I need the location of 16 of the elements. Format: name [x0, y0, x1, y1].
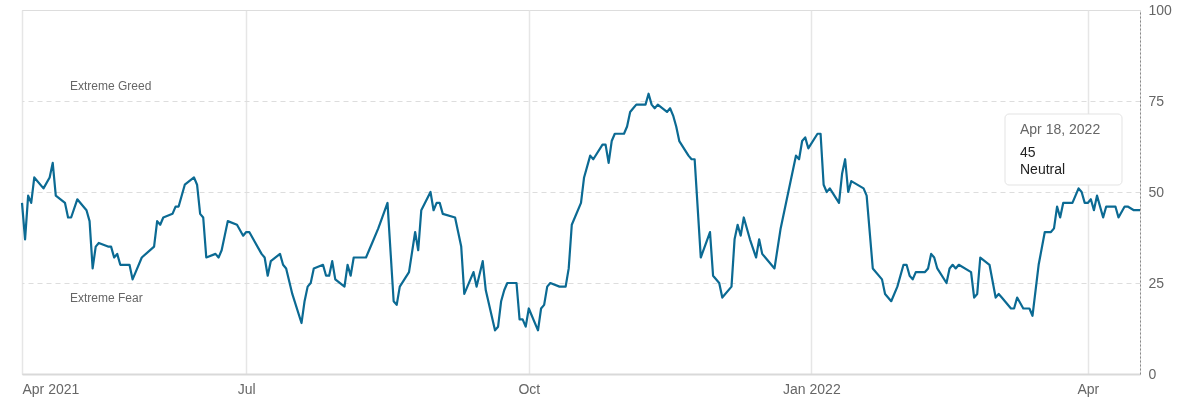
line-series — [20, 92, 1142, 332]
x-tick-label: Oct — [518, 380, 541, 397]
x-tick-label: Jan 2022 — [783, 380, 841, 397]
y-tick-label: 100 — [1148, 1, 1173, 18]
x-tick-label: Apr 2021 — [22, 380, 80, 397]
annotation: Extreme Fear — [70, 291, 143, 305]
annotation: 45 — [1020, 144, 1036, 160]
x-tick-label: Jul — [237, 380, 256, 397]
y-tick-label: 75 — [1148, 92, 1165, 109]
annotation: Neutral — [1020, 161, 1066, 177]
y-tick-label: 0 — [1148, 365, 1157, 382]
x-tick-label: Apr — [1077, 380, 1100, 397]
y-tick-label: 25 — [1148, 274, 1165, 291]
annotation: Extreme Greed — [70, 79, 152, 93]
y-tick-label: 50 — [1148, 183, 1165, 200]
annotation: Apr 18, 2022 — [1020, 121, 1101, 137]
